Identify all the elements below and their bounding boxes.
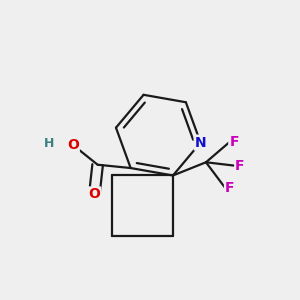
Text: H: H bbox=[44, 137, 54, 150]
Text: O: O bbox=[67, 138, 79, 152]
Text: N: N bbox=[195, 136, 206, 150]
Text: F: F bbox=[235, 159, 245, 172]
Text: F: F bbox=[225, 181, 235, 195]
Text: O: O bbox=[88, 188, 100, 201]
Text: F: F bbox=[229, 136, 239, 149]
